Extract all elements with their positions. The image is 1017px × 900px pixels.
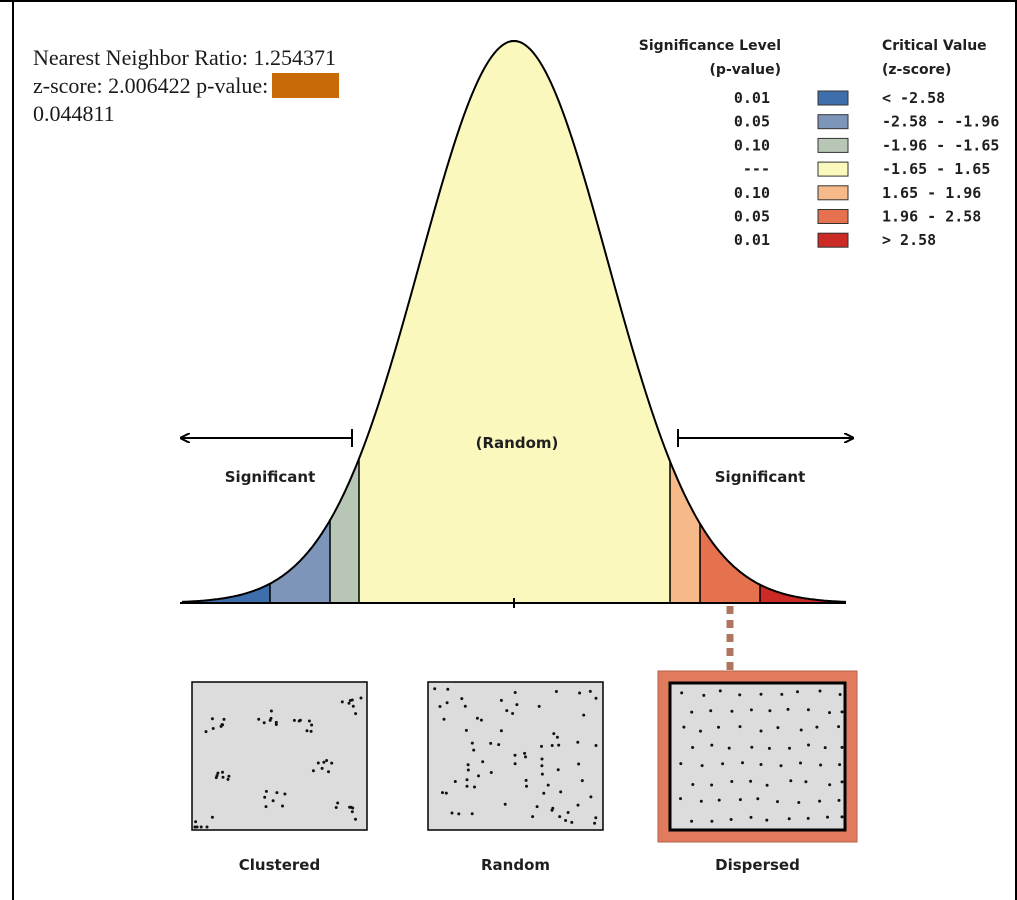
pattern-label-random: Random: [481, 856, 550, 874]
right-significant-label: Significant: [715, 468, 805, 486]
legend-pvalue: 0.05: [734, 113, 770, 131]
bin-1-65-to-1-96: [670, 461, 700, 603]
pattern-box: [191, 681, 368, 831]
pattern-random: Random: [427, 681, 604, 874]
legend-pvalue: 0.10: [734, 184, 770, 202]
legend-zscore-range: -2.58 - -1.96: [882, 113, 999, 131]
pattern-label-clustered: Clustered: [239, 856, 320, 874]
legend-zscore-range: -1.65 - 1.65: [882, 160, 990, 178]
pvalue-value: 0.044811: [33, 101, 115, 126]
bin-random-center: [359, 41, 670, 603]
frame-left-rule: [12, 0, 14, 900]
legend-color-swatch: [817, 185, 849, 201]
pattern-clustered: Clustered: [191, 681, 368, 874]
legend-color-swatch: [817, 232, 849, 248]
legend-zscore-range: 1.96 - 2.58: [882, 208, 981, 226]
legend-pvalue: 0.05: [734, 208, 770, 226]
nearest-neighbor-ratio: Nearest Neighbor Ratio: 1.254371: [33, 45, 337, 70]
legend-pvalue-subheader: (p-value): [710, 62, 781, 78]
legend-zscore-range: 1.65 - 1.96: [882, 184, 981, 202]
legend-color-swatch: [817, 114, 849, 130]
pattern-examples: Clustered Random Dispersed: [191, 670, 858, 874]
legend: Significance Level (p-value) Critical Va…: [639, 38, 1000, 249]
pattern-box: [668, 681, 847, 832]
zscore-pvalue-label: z-score: 2.006422 p-value:: [33, 73, 269, 98]
legend-pvalue: 0.01: [734, 89, 770, 107]
legend-pvalue: 0.10: [734, 136, 770, 154]
pvalue-color-swatch: [272, 73, 340, 98]
bin-above-2-58: [760, 584, 846, 603]
bin-neg-1-96-to-neg-1-65: [330, 458, 359, 603]
legend-color-swatch: [817, 209, 849, 224]
result-stats: Nearest Neighbor Ratio: 1.254371 z-score…: [33, 44, 340, 128]
legend-color-swatch: [817, 161, 849, 177]
legend-zscore-range: -1.96 - -1.65: [882, 136, 999, 154]
legend-zscore-range: > 2.58: [882, 231, 936, 249]
legend-zscore-range: < -2.58: [882, 89, 945, 107]
pattern-dispersed: Dispersed: [657, 670, 858, 874]
left-significant-label: Significant: [225, 468, 315, 486]
pattern-label-dispersed: Dispersed: [715, 856, 800, 874]
bin-dividers: [269, 458, 761, 603]
legend-pvalue: ---: [743, 160, 770, 178]
legend-pvalue: 0.01: [734, 231, 770, 249]
legend-critical-header: Critical Value: [882, 38, 987, 54]
bin-below-neg-2-58: [182, 583, 270, 603]
legend-color-swatch: [817, 137, 849, 153]
legend-zscore-subheader: (z-score): [882, 62, 951, 78]
legend-color-swatch: [817, 90, 849, 106]
legend-significance-header: Significance Level: [639, 38, 781, 54]
random-region-label: (Random): [476, 434, 559, 452]
